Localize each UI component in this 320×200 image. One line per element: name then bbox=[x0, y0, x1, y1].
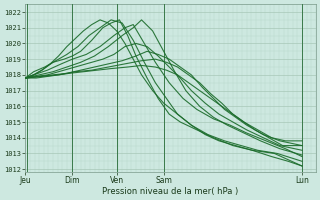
X-axis label: Pression niveau de la mer( hPa ): Pression niveau de la mer( hPa ) bbox=[102, 187, 239, 196]
